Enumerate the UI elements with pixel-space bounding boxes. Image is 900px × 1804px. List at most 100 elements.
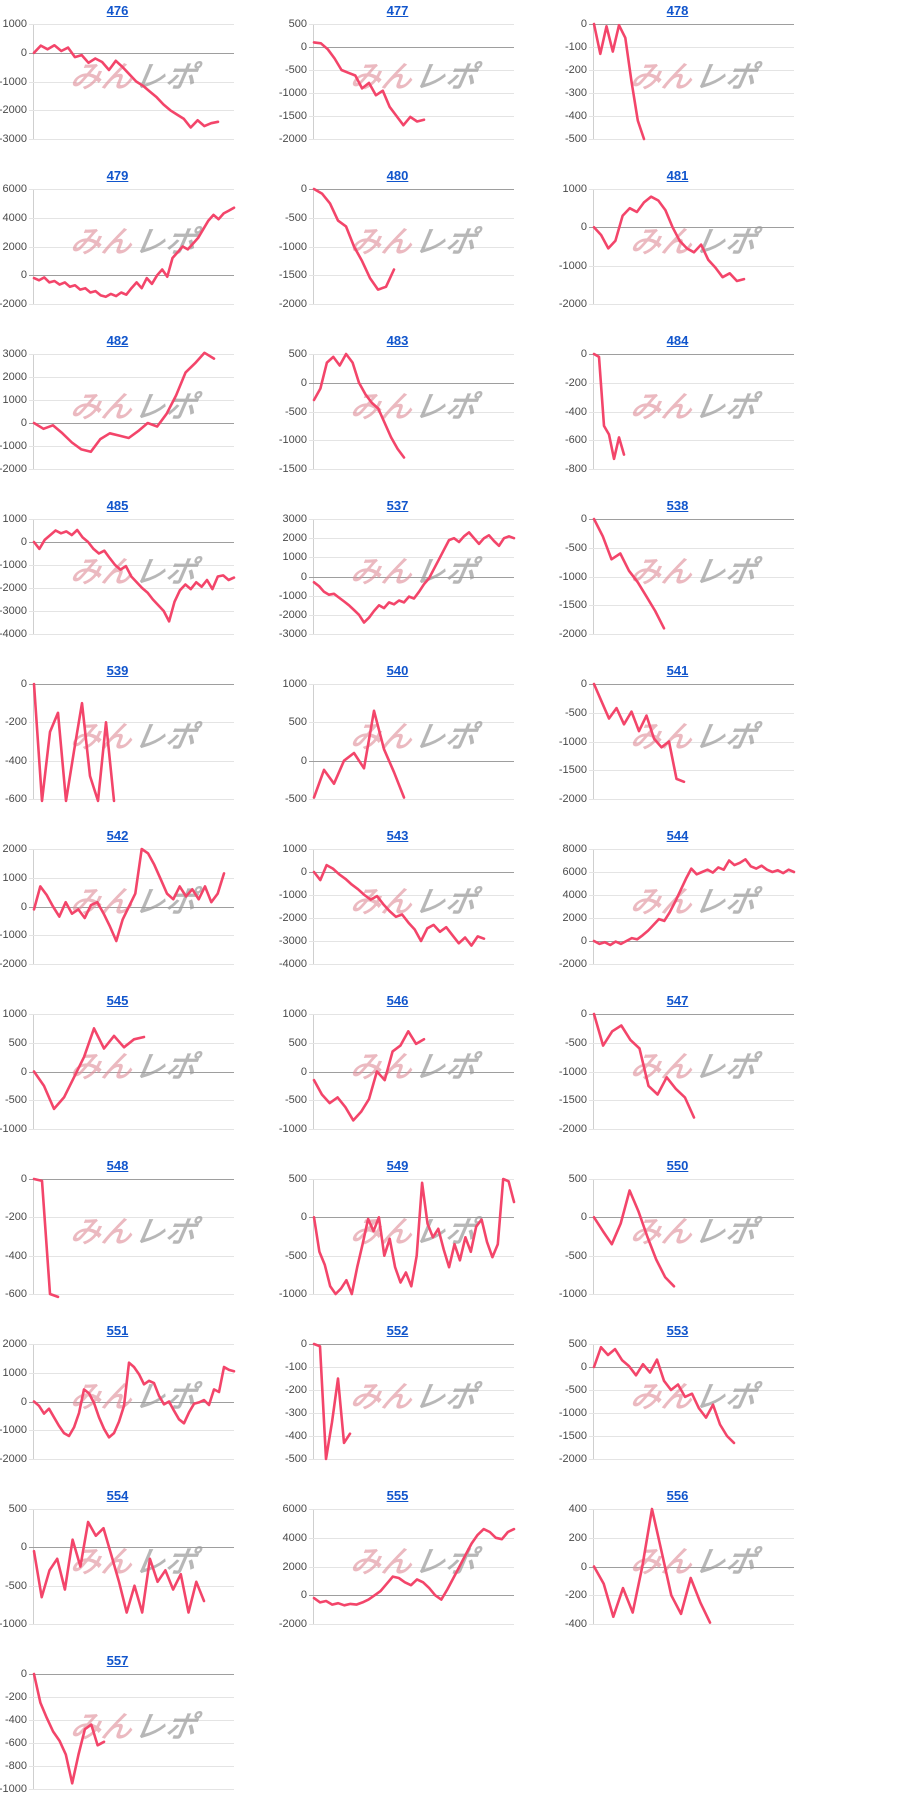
machine-number-link[interactable]: 540 bbox=[386, 663, 409, 678]
machine-number-link[interactable]: 546 bbox=[386, 993, 409, 1008]
chart-body: 1000 0 -1000 -2000 -3000 みんレポ bbox=[0, 18, 235, 145]
slump-line bbox=[592, 1345, 736, 1445]
machine-number-link[interactable]: 477 bbox=[386, 3, 409, 18]
y-tick-label: 0 bbox=[20, 1668, 27, 1680]
machine-number-link[interactable]: 479 bbox=[106, 168, 129, 183]
y-tick-label: -3000 bbox=[278, 628, 307, 640]
gridline bbox=[309, 1459, 514, 1460]
y-tick-label: -200 bbox=[564, 1589, 587, 1602]
y-tick-label: 0 bbox=[20, 46, 27, 59]
chart-cell-555: 555 6000 4000 2000 0 -2000 みんレポ bbox=[279, 1487, 516, 1630]
chart-cell-542: 542 2000 1000 0 -1000 -2000 みんレポ bbox=[0, 827, 235, 970]
machine-number-link[interactable]: 538 bbox=[666, 498, 689, 513]
machine-number-link[interactable]: 550 bbox=[666, 1158, 689, 1173]
machine-number-link[interactable]: 554 bbox=[106, 1488, 129, 1503]
machine-number-link[interactable]: 478 bbox=[666, 3, 689, 18]
y-tick-label: -400 bbox=[284, 1430, 307, 1442]
y-axis-labels: 500 0 -500 -1000 bbox=[0, 1503, 33, 1630]
machine-number-link[interactable]: 548 bbox=[106, 1158, 129, 1173]
machine-number-link[interactable]: 537 bbox=[386, 498, 409, 513]
machine-number-link[interactable]: 539 bbox=[106, 663, 129, 678]
y-tick-label: -300 bbox=[284, 1407, 307, 1419]
y-tick-label: -2000 bbox=[0, 958, 27, 970]
y-tick-label: 3000 bbox=[2, 348, 27, 360]
chart-title: 485 bbox=[0, 497, 235, 514]
slump-line-svg bbox=[592, 858, 796, 947]
chart-body: 6000 4000 2000 0 -2000 みんレポ bbox=[279, 1503, 516, 1630]
slump-line bbox=[312, 531, 516, 624]
machine-number-link[interactable]: 480 bbox=[386, 168, 409, 183]
y-tick-label: -2000 bbox=[0, 298, 27, 310]
machine-number-link[interactable]: 541 bbox=[666, 663, 689, 678]
y-tick-label: -500 bbox=[564, 1384, 587, 1396]
slump-line-svg bbox=[312, 187, 396, 291]
plot-area: みんレポ bbox=[29, 1177, 234, 1299]
y-axis-labels: 500 0 -500 -1000 -1500 bbox=[279, 348, 313, 475]
y-tick-label: 0 bbox=[300, 1338, 307, 1350]
y-tick-label: -2000 bbox=[558, 793, 587, 805]
y-tick-label: 0 bbox=[300, 41, 307, 53]
machine-number-link[interactable]: 553 bbox=[666, 1323, 689, 1338]
chart-cell-539: 539 0 -200 -400 -600 みんレポ bbox=[0, 662, 235, 805]
machine-number-link[interactable]: 544 bbox=[666, 828, 689, 843]
y-axis-labels: 0 -200 -400 -600 -800 -1000 bbox=[0, 1668, 33, 1795]
y-axis-labels: 1000 0 -1000 -2000 -3000 -4000 bbox=[0, 513, 33, 640]
machine-number-link[interactable]: 482 bbox=[106, 333, 129, 348]
machine-number-link[interactable]: 549 bbox=[386, 1158, 409, 1173]
machine-number-link[interactable]: 556 bbox=[666, 1488, 689, 1503]
machine-number-link[interactable]: 555 bbox=[386, 1488, 409, 1503]
machine-number-link[interactable]: 543 bbox=[386, 828, 409, 843]
y-tick-label: 0 bbox=[300, 1589, 307, 1602]
chart-cell-554: 554 500 0 -500 -1000 みんレポ bbox=[0, 1487, 235, 1630]
gridline bbox=[589, 139, 794, 140]
y-tick-label: -1000 bbox=[278, 87, 307, 99]
y-tick-label: -1000 bbox=[0, 1783, 27, 1795]
y-tick-label: 0 bbox=[300, 570, 307, 583]
slump-line bbox=[312, 1342, 352, 1461]
slump-line bbox=[312, 863, 486, 947]
chart-cell-547: 547 0 -500 -1000 -1500 -2000 みんレポ bbox=[559, 992, 795, 1135]
gridline bbox=[29, 634, 234, 635]
y-tick-label: -3000 bbox=[0, 133, 27, 145]
machine-number-link[interactable]: 552 bbox=[386, 1323, 409, 1338]
machine-number-link[interactable]: 557 bbox=[106, 1653, 129, 1668]
machine-number-link[interactable]: 476 bbox=[106, 3, 129, 18]
chart-cell-477: 477 500 0 -500 -1000 -1500 -2000 みんレポ bbox=[278, 2, 515, 145]
y-tick-label: -2000 bbox=[558, 628, 587, 640]
machine-number-link[interactable]: 547 bbox=[666, 993, 689, 1008]
y-tick-label: 0 bbox=[580, 513, 587, 525]
slump-line bbox=[32, 682, 116, 803]
machine-number-link[interactable]: 545 bbox=[106, 993, 129, 1008]
chart-title: 551 bbox=[0, 1322, 235, 1339]
machine-number-link[interactable]: 481 bbox=[666, 168, 689, 183]
chart-title: 484 bbox=[560, 332, 795, 349]
y-tick-label: -500 bbox=[564, 1249, 587, 1262]
slump-line bbox=[592, 352, 626, 461]
machine-number-link[interactable]: 484 bbox=[666, 333, 689, 348]
y-axis-labels: 500 0 -500 -1000 -1500 -2000 bbox=[278, 18, 313, 145]
slump-line bbox=[312, 1177, 516, 1296]
machine-number-link[interactable]: 542 bbox=[106, 828, 129, 843]
plot-area: みんレポ bbox=[309, 1177, 516, 1296]
chart-body: 0 -100 -200 -300 -400 -500 みんレポ bbox=[560, 18, 795, 145]
y-tick-label: -2000 bbox=[0, 463, 27, 475]
y-tick-label: 4000 bbox=[282, 1531, 307, 1544]
gridline bbox=[309, 964, 514, 965]
chart-title: 537 bbox=[280, 497, 515, 514]
y-axis-labels: 2000 1000 0 -1000 -2000 bbox=[0, 1338, 33, 1465]
y-tick-label: -200 bbox=[564, 64, 587, 76]
machine-number-link[interactable]: 485 bbox=[106, 498, 129, 513]
machine-number-link[interactable]: 551 bbox=[106, 1323, 129, 1338]
y-axis-labels: 1000 0 -1000 -2000 -3000 -4000 bbox=[278, 843, 313, 970]
y-tick-label: -4000 bbox=[0, 628, 27, 640]
plot-area: みんレポ bbox=[309, 24, 514, 140]
chart-cell-543: 543 1000 0 -1000 -2000 -3000 -4000 みんレポ bbox=[278, 827, 515, 970]
machine-number-link[interactable]: 483 bbox=[386, 333, 409, 348]
y-tick-label: -400 bbox=[564, 405, 587, 418]
y-tick-label: -1000 bbox=[558, 735, 587, 748]
y-axis-labels: 0 -200 -400 -600 bbox=[0, 678, 33, 805]
plot-area: みんレポ bbox=[29, 351, 234, 470]
y-tick-label: -400 bbox=[4, 1714, 27, 1726]
y-tick-label: -3000 bbox=[278, 935, 307, 947]
slump-line-svg bbox=[312, 709, 406, 799]
